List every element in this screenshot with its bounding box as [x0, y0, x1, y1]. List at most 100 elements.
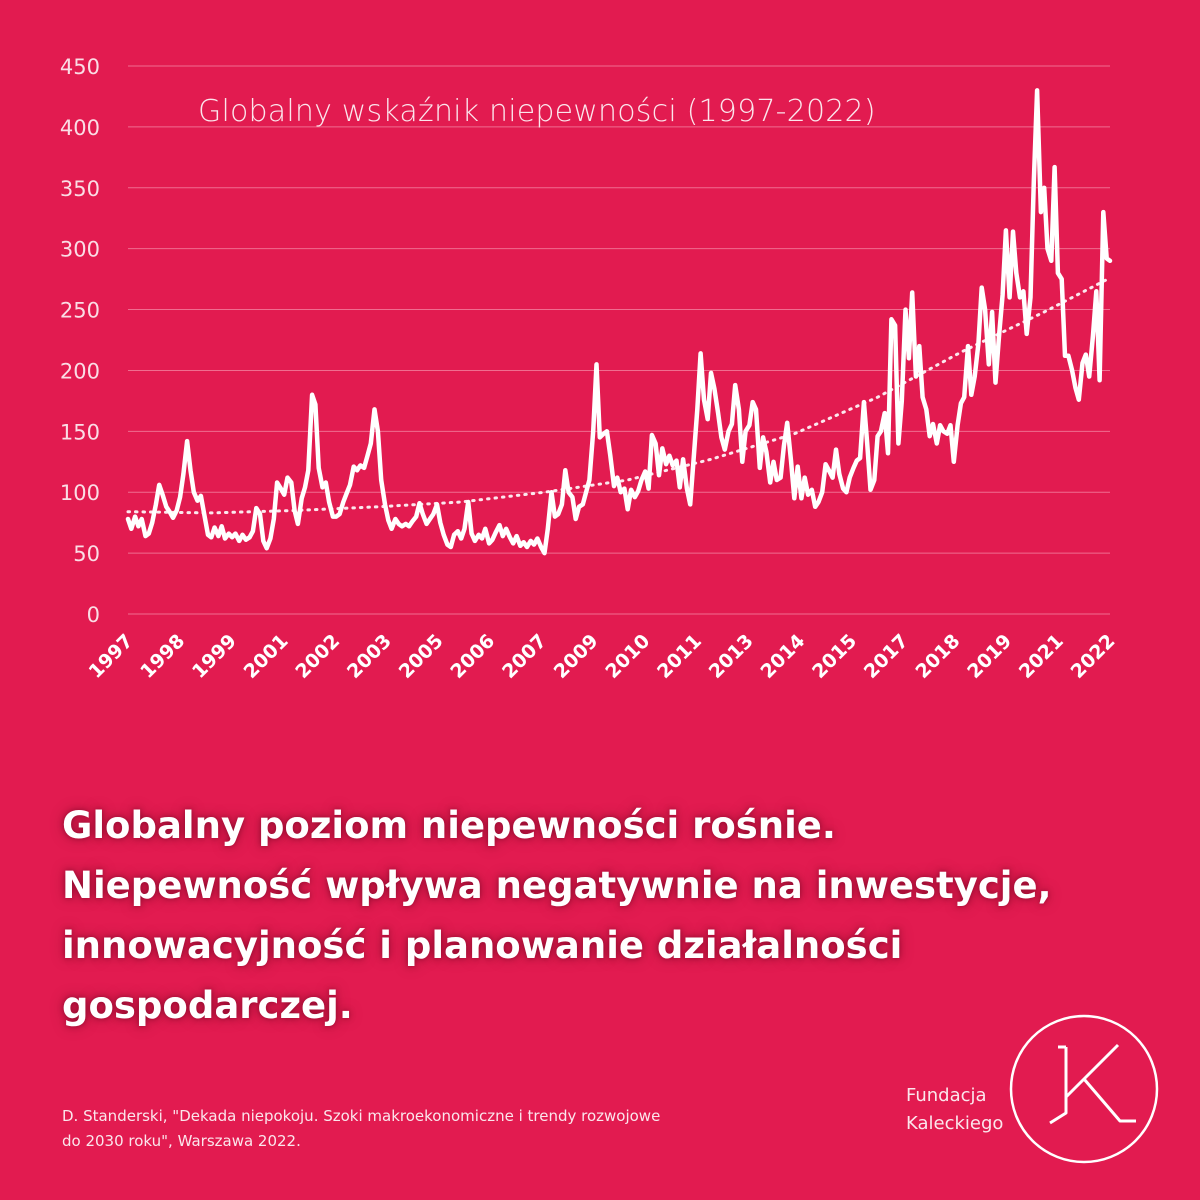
- data-point: [945, 432, 949, 436]
- data-point: [234, 532, 237, 535]
- data-point: [286, 476, 289, 479]
- data-point: [650, 433, 654, 437]
- data-point: [1067, 354, 1070, 358]
- headline-line-3: innowacyjność i planowanie działalności: [62, 924, 903, 967]
- data-point: [418, 501, 421, 505]
- data-point: [959, 401, 963, 405]
- data-point: [907, 356, 911, 360]
- data-point: [282, 493, 286, 497]
- x-tick-label: 2002: [291, 630, 344, 683]
- data-point: [251, 529, 255, 533]
- data-point: [615, 476, 619, 479]
- data-point: [924, 408, 928, 411]
- logo-name: Fundacja Kaleckiego: [906, 1082, 1003, 1138]
- data-point: [917, 344, 921, 348]
- data-point: [1077, 398, 1081, 402]
- data-point: [483, 527, 487, 531]
- data-point: [897, 442, 900, 445]
- data-point: [883, 411, 887, 415]
- data-point: [501, 534, 505, 538]
- data-point: [567, 490, 570, 494]
- data-point: [852, 466, 855, 470]
- data-point: [376, 429, 380, 433]
- data-point: [202, 512, 206, 516]
- data-point: [595, 363, 598, 366]
- data-point: [997, 332, 1001, 336]
- data-point: [466, 500, 470, 504]
- data-point: [369, 442, 373, 445]
- data-point: [845, 490, 848, 494]
- data-point: [237, 539, 241, 543]
- data-point: [751, 400, 755, 404]
- data-point: [723, 448, 727, 451]
- data-point: [217, 534, 220, 538]
- data-point: [872, 478, 876, 482]
- data-point: [813, 505, 817, 509]
- data-point: [230, 535, 234, 539]
- y-tick-label: 350: [60, 177, 100, 201]
- data-point: [702, 398, 706, 402]
- data-point: [623, 487, 626, 490]
- y-tick-label: 250: [60, 299, 100, 323]
- data-point: [1101, 210, 1105, 214]
- data-point: [1035, 89, 1039, 92]
- data-point: [949, 423, 952, 427]
- data-point: [248, 535, 252, 539]
- data-point: [1039, 210, 1043, 214]
- x-tick-label: 2018: [912, 630, 965, 683]
- headline-line-1: Globalny poziom niepewności rośnie.: [62, 804, 836, 847]
- data-point: [890, 317, 893, 321]
- data-point: [837, 472, 841, 476]
- data-point: [1004, 229, 1008, 232]
- data-point: [692, 459, 695, 462]
- data-point: [227, 532, 231, 535]
- data-point: [713, 387, 716, 391]
- data-point: [1063, 354, 1067, 358]
- y-tick-label: 50: [73, 542, 100, 566]
- data-point: [275, 481, 279, 484]
- data-point: [383, 503, 387, 506]
- data-point: [758, 466, 762, 470]
- data-point: [983, 308, 987, 311]
- data-point: [973, 375, 977, 378]
- data-point: [681, 457, 685, 461]
- data-point: [414, 515, 418, 518]
- data-point: [688, 503, 692, 506]
- data-point: [477, 533, 481, 537]
- headline-line-4: gospodarczej.: [62, 984, 353, 1027]
- data-point: [494, 531, 498, 534]
- data-point: [1001, 293, 1004, 297]
- data-point: [775, 478, 779, 482]
- data-point: [1081, 361, 1084, 365]
- data-point: [647, 487, 650, 490]
- data-point: [664, 462, 668, 466]
- data-point: [879, 429, 883, 433]
- source-line-1: D. Standerski, "Dekada niepokoju. Szoki …: [62, 1107, 661, 1125]
- data-point: [657, 473, 661, 477]
- data-point: [470, 532, 473, 535]
- data-point: [782, 444, 786, 448]
- data-point: [300, 496, 304, 500]
- data-point: [834, 448, 838, 451]
- data-point: [942, 429, 945, 433]
- x-tick-label: 2005: [395, 630, 448, 683]
- x-tick-label: 2022: [1067, 630, 1120, 683]
- data-point: [241, 533, 244, 537]
- data-point: [386, 518, 390, 522]
- data-point: [626, 507, 630, 511]
- data-point: [272, 517, 276, 521]
- data-point: [504, 527, 508, 531]
- data-point: [660, 447, 664, 450]
- data-point: [126, 517, 130, 521]
- headline-line-2: Niepewność wpływa negatywnie na inwestyc…: [62, 864, 1052, 907]
- data-point: [147, 532, 151, 535]
- data-point: [1029, 296, 1032, 299]
- x-axis-ticks: 1997199819992001200220032005200620072009…: [85, 630, 1120, 683]
- data-point: [560, 503, 564, 506]
- data-point: [366, 454, 369, 458]
- data-point: [435, 503, 439, 506]
- data-point: [720, 436, 723, 439]
- data-point: [938, 423, 942, 427]
- chart-title: Globalny wskaźnik niepewności (1997-2022…: [198, 94, 876, 129]
- data-point: [129, 527, 133, 531]
